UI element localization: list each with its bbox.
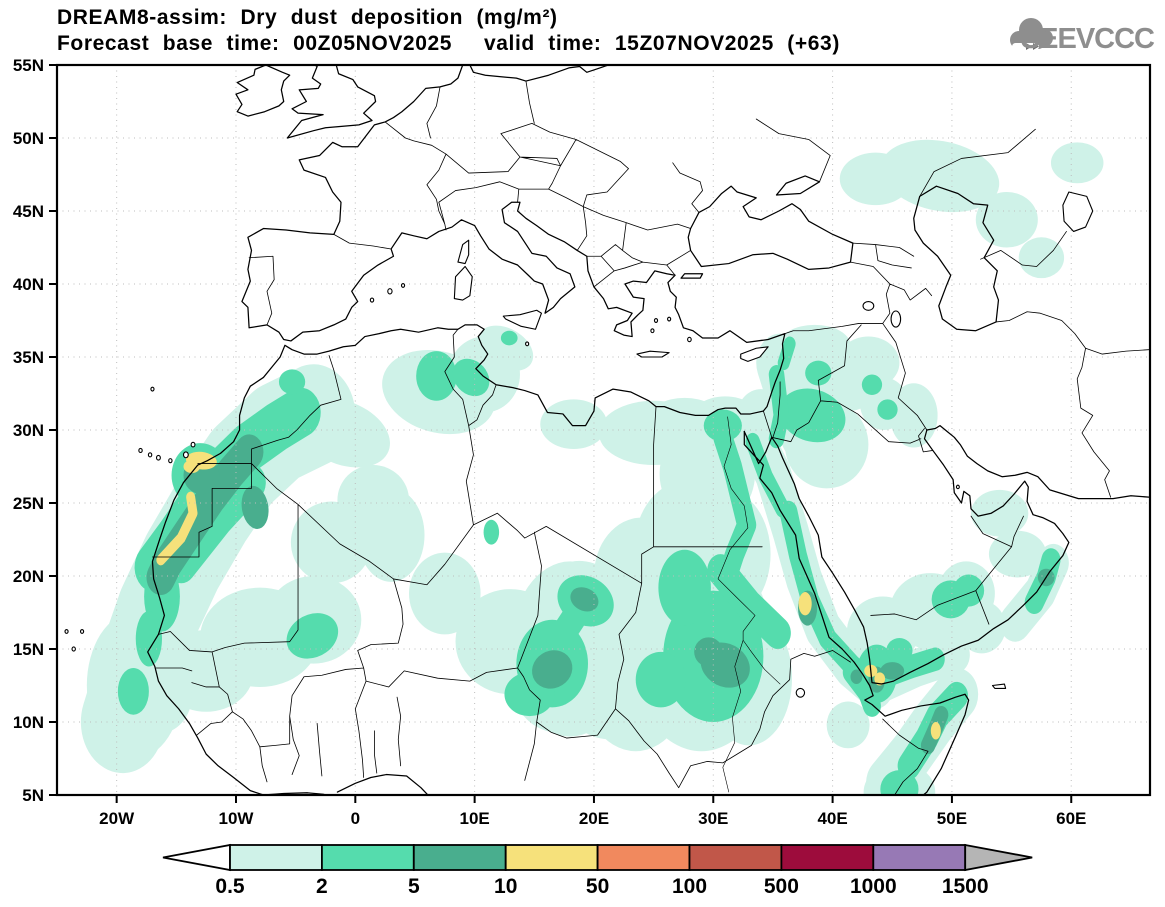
svg-text:35N: 35N <box>13 348 44 367</box>
svg-text:60E: 60E <box>1056 809 1086 828</box>
colorbar-right-arrow <box>964 843 1033 872</box>
colorbar-label: 10 <box>494 875 517 898</box>
colorbar-label: 0.5 <box>215 875 245 898</box>
svg-text:20W: 20W <box>99 809 135 828</box>
small-islands <box>65 284 959 651</box>
graticule-layer <box>57 65 1150 795</box>
coastline-ireland <box>236 65 290 116</box>
island-cyprus <box>741 347 768 362</box>
island-crete <box>637 351 669 357</box>
page-title: DREAM8-assim: Dry dust deposition (mg/m²… <box>57 6 558 29</box>
colorbar-segment <box>872 844 967 871</box>
lake-urmia <box>891 311 901 327</box>
svg-text:45N: 45N <box>13 202 44 221</box>
colorbar-segment <box>596 844 691 871</box>
svg-text:40N: 40N <box>13 275 44 294</box>
coastline-red-sea-horn <box>744 431 968 795</box>
colorbar-segment <box>412 844 507 871</box>
svg-text:50E: 50E <box>937 809 967 828</box>
svg-text:15N: 15N <box>13 640 44 659</box>
lake-van <box>863 302 874 311</box>
forecast-base-time: Forecast base time: 00Z05NOV2025 <box>57 32 453 55</box>
svg-text:20N: 20N <box>13 567 44 586</box>
coastline-arabia <box>744 430 1069 684</box>
colorbar-segment <box>229 844 323 871</box>
colorbar-segment <box>688 844 783 871</box>
svg-text:55N: 55N <box>13 56 44 75</box>
coastline-britain <box>287 65 375 138</box>
dust-shading-layer <box>80 139 1104 795</box>
island-socotra <box>992 684 1005 688</box>
colorbar-label: 1500 <box>942 875 989 898</box>
colorbar-segment <box>320 844 415 871</box>
seevccc-logo: SEEVCCC <box>1010 18 1156 55</box>
country-borders <box>152 81 1148 795</box>
svg-text:10N: 10N <box>13 713 44 732</box>
coastline-border-layer <box>65 65 1149 796</box>
island-sardinia <box>454 266 472 300</box>
svg-text:5N: 5N <box>22 786 44 805</box>
svg-text:25N: 25N <box>13 494 44 513</box>
svg-text:50N: 50N <box>13 129 44 148</box>
svg-text:30N: 30N <box>13 421 44 440</box>
coastline-caspian-sea <box>914 186 999 331</box>
colorbar-label: 2 <box>316 875 328 898</box>
coastline-black-sea <box>681 176 853 278</box>
nile-river <box>718 417 780 792</box>
island-corsica <box>458 240 469 263</box>
colorbar-label: 5 <box>408 875 420 898</box>
colorbar-left-arrow <box>162 843 231 872</box>
colorbar-label: 100 <box>672 875 707 898</box>
colorbar-label: 500 <box>764 875 799 898</box>
coastline-europe-africa <box>148 65 785 796</box>
island-sicily <box>503 310 541 329</box>
svg-text:40E: 40E <box>817 809 847 828</box>
cloud-arrow-icon <box>1010 18 1053 50</box>
colorbar-segment <box>504 844 599 871</box>
valid-time: valid time: 15Z07NOV2025 (+63) <box>484 32 840 55</box>
colorbar-segment <box>780 844 875 871</box>
map-plot-area <box>57 65 1150 796</box>
svg-text:10E: 10E <box>460 809 490 828</box>
lake-aral <box>1063 192 1093 231</box>
coastline-baltic <box>470 65 608 81</box>
svg-text:10W: 10W <box>219 809 255 828</box>
coastline-iran-gulf <box>927 426 1149 499</box>
colorbar-legend: 0.5 2 5 10 50 100 500 1000 1500 <box>162 843 1033 898</box>
colorbar-label: 50 <box>586 875 609 898</box>
lake-tana <box>796 688 804 697</box>
svg-text:0: 0 <box>351 809 360 828</box>
svg-text:30E: 30E <box>698 809 728 828</box>
colorbar-label: 1000 <box>850 875 897 898</box>
logo-text: SEEVCCC <box>1021 23 1155 55</box>
svg-text:20E: 20E <box>579 809 609 828</box>
axis-ticks: 20W 10W 0 10E 20E 30E 40E 50E 60E 5N 10N 15N 20N 25N 3… <box>13 56 1087 828</box>
